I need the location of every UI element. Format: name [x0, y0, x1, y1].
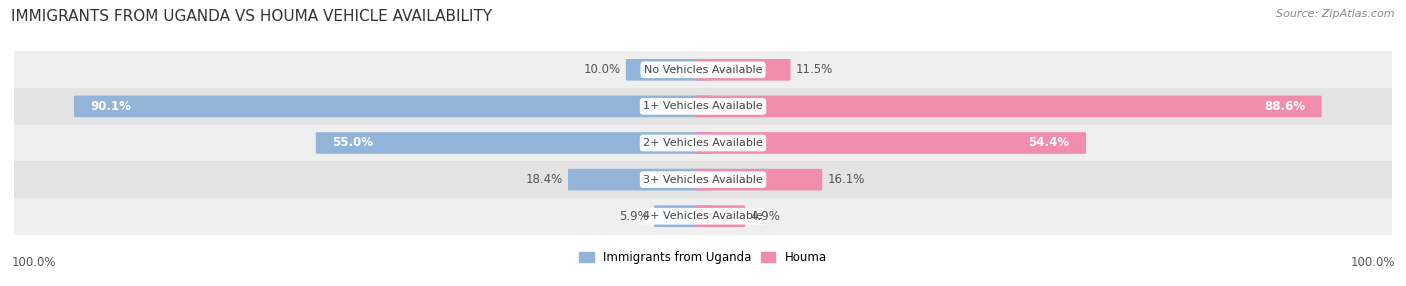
FancyBboxPatch shape	[654, 205, 711, 227]
Text: 100.0%: 100.0%	[1350, 256, 1395, 269]
Text: 88.6%: 88.6%	[1264, 100, 1305, 113]
Text: 55.0%: 55.0%	[332, 136, 374, 150]
FancyBboxPatch shape	[14, 125, 1392, 161]
FancyBboxPatch shape	[695, 169, 823, 190]
Text: 16.1%: 16.1%	[828, 173, 865, 186]
FancyBboxPatch shape	[14, 198, 1392, 235]
FancyBboxPatch shape	[14, 161, 1392, 198]
Text: 54.4%: 54.4%	[1028, 136, 1070, 150]
FancyBboxPatch shape	[695, 59, 790, 81]
Text: 5.9%: 5.9%	[619, 210, 648, 223]
Text: Source: ZipAtlas.com: Source: ZipAtlas.com	[1277, 9, 1395, 19]
Text: 4.9%: 4.9%	[751, 210, 780, 223]
Text: 10.0%: 10.0%	[583, 63, 620, 76]
FancyBboxPatch shape	[695, 96, 1322, 117]
FancyBboxPatch shape	[695, 205, 745, 227]
Text: 4+ Vehicles Available: 4+ Vehicles Available	[643, 211, 763, 221]
FancyBboxPatch shape	[75, 96, 711, 117]
FancyBboxPatch shape	[568, 169, 711, 190]
Text: 1+ Vehicles Available: 1+ Vehicles Available	[643, 102, 763, 111]
Legend: Immigrants from Uganda, Houma: Immigrants from Uganda, Houma	[575, 247, 831, 269]
Text: 11.5%: 11.5%	[796, 63, 834, 76]
FancyBboxPatch shape	[626, 59, 711, 81]
Text: 3+ Vehicles Available: 3+ Vehicles Available	[643, 175, 763, 184]
Text: 18.4%: 18.4%	[526, 173, 562, 186]
Text: IMMIGRANTS FROM UGANDA VS HOUMA VEHICLE AVAILABILITY: IMMIGRANTS FROM UGANDA VS HOUMA VEHICLE …	[11, 9, 492, 23]
Text: 90.1%: 90.1%	[90, 100, 131, 113]
FancyBboxPatch shape	[316, 132, 711, 154]
Text: 2+ Vehicles Available: 2+ Vehicles Available	[643, 138, 763, 148]
Text: 100.0%: 100.0%	[11, 256, 56, 269]
Text: No Vehicles Available: No Vehicles Available	[644, 65, 762, 75]
FancyBboxPatch shape	[695, 132, 1085, 154]
FancyBboxPatch shape	[14, 51, 1392, 88]
FancyBboxPatch shape	[14, 88, 1392, 125]
